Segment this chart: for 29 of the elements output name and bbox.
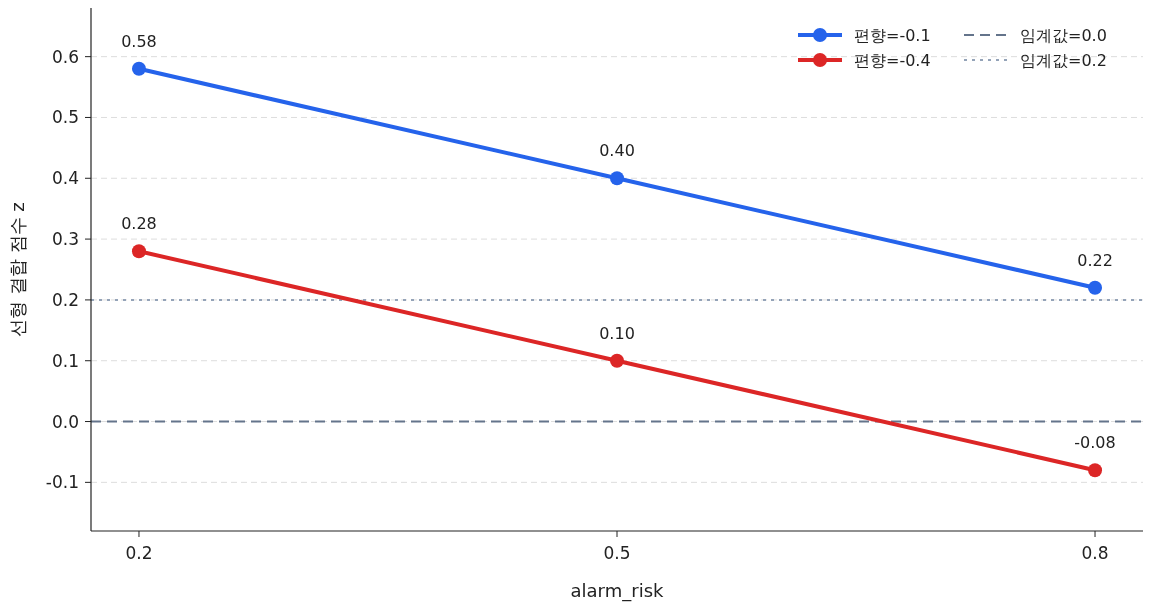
data-label: 0.10: [599, 323, 635, 343]
point: [610, 171, 624, 186]
y-tick-label: 0.1: [51, 350, 79, 371]
data-label: 0.28: [121, 214, 157, 234]
y-tick-label: 0.3: [51, 229, 79, 250]
x-tick-label: 0.5: [603, 543, 631, 563]
point: [610, 353, 624, 368]
x-tick-label: 0.8: [1081, 543, 1109, 563]
x-tick-label: 0.2: [125, 543, 153, 563]
y-tick-label: 0.4: [51, 168, 79, 189]
legend-label: 임계값=0.2: [1020, 50, 1107, 70]
y-tick-label: 0.2: [51, 289, 79, 310]
data-label: 0.58: [121, 31, 157, 51]
data-label: 0.22: [1077, 250, 1113, 270]
legend-label: 임계값=0.0: [1020, 25, 1107, 45]
legend-label: 편향=-0.4: [854, 50, 931, 70]
data-label: 0.40: [599, 141, 635, 161]
x-axis-title: alarm_risk: [570, 580, 665, 602]
point: [131, 61, 146, 76]
legend-label: 편향=-0.1: [854, 25, 931, 45]
y-tick-label: 0.5: [51, 107, 79, 128]
point: [1088, 280, 1103, 295]
point: [1088, 463, 1103, 478]
y-tick-label: 0.0: [51, 411, 79, 432]
y-axis-title: 선형 결합 점수 z: [7, 202, 28, 337]
y-tick-label: -0.1: [45, 472, 79, 493]
data-label: -0.08: [1074, 433, 1116, 453]
point: [131, 244, 146, 259]
y-tick-label: 0.6: [51, 46, 79, 67]
